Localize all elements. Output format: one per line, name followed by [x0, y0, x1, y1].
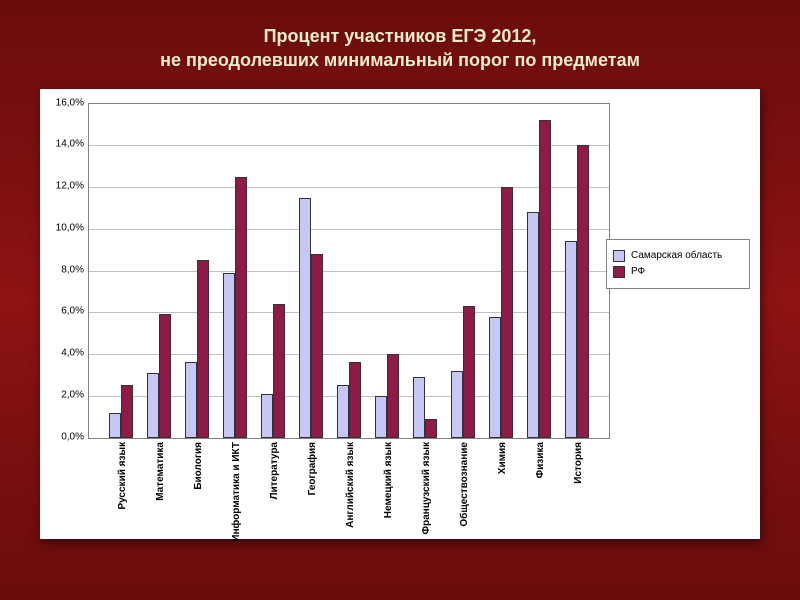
bar: [147, 373, 159, 438]
bar: [109, 413, 121, 438]
bar: [489, 317, 501, 438]
x-tick-label: Литература: [269, 438, 280, 500]
y-tick-label: 8,0%: [40, 264, 84, 275]
title-line2: не преодолевших минимальный порог по пре…: [160, 50, 640, 70]
legend: Самарская область РФ: [606, 239, 750, 289]
legend-label-1: РФ: [631, 266, 645, 277]
x-tick-label: Английский язык: [345, 438, 356, 528]
bar: [527, 212, 539, 437]
slide-root: Процент участников ЕГЭ 2012, не преодоле…: [0, 0, 800, 600]
bar: [375, 396, 387, 438]
bar: [299, 198, 311, 438]
x-tick-label: Математика: [155, 438, 166, 501]
bar: [577, 145, 589, 437]
x-tick-label: История: [573, 438, 584, 484]
y-tick-label: 16,0%: [40, 97, 84, 108]
bar: [539, 120, 551, 437]
title-line1: Процент участников ЕГЭ 2012,: [264, 26, 537, 46]
legend-label-0: Самарская область: [631, 250, 722, 261]
x-tick-label: Русский язык: [117, 438, 128, 510]
bar: [197, 260, 209, 437]
x-tick-label: Биология: [193, 438, 204, 490]
bar: [261, 394, 273, 438]
y-tick-label: 4,0%: [40, 348, 84, 359]
legend-swatch-0: [613, 250, 625, 262]
x-tick-label: Французский язык: [421, 438, 432, 535]
chart-frame: 0,0% 2,0% 4,0% 6,0% 8,0% 10,0% 12,0% 14,0% 16,0%…: [40, 89, 760, 539]
bar: [387, 354, 399, 438]
x-tick-label: Химия: [497, 438, 508, 474]
x-tick-label: Немецкий язык: [383, 438, 394, 518]
y-tick-label: 12,0%: [40, 181, 84, 192]
bar: [337, 385, 349, 437]
slide-title: Процент участников ЕГЭ 2012, не преодоле…: [32, 24, 768, 73]
x-tick-label: Обществознание: [459, 438, 470, 527]
x-tick-label: Физика: [535, 438, 546, 478]
y-tick-label: 0,0%: [40, 431, 84, 442]
bar: [159, 314, 171, 437]
bar-container: Русский языкМатематикаБиологияИнформатик…: [89, 104, 609, 438]
x-tick-label: География: [307, 438, 318, 495]
y-tick-label: 14,0%: [40, 139, 84, 150]
legend-row: Самарская область: [613, 250, 743, 262]
bar: [425, 419, 437, 438]
plot-area: Русский языкМатематикаБиологияИнформатик…: [88, 103, 610, 439]
bar: [311, 254, 323, 438]
bar: [121, 385, 133, 437]
bar: [463, 306, 475, 438]
bar: [349, 362, 361, 437]
x-tick-label: Информатика и ИКТ: [231, 438, 242, 542]
bar: [501, 187, 513, 438]
bar: [185, 362, 197, 437]
legend-row: РФ: [613, 266, 743, 278]
bar: [451, 371, 463, 438]
bar: [413, 377, 425, 438]
y-tick-label: 10,0%: [40, 222, 84, 233]
y-tick-label: 6,0%: [40, 306, 84, 317]
y-tick-label: 2,0%: [40, 389, 84, 400]
bar: [273, 304, 285, 438]
bar: [565, 241, 577, 437]
legend-swatch-1: [613, 266, 625, 278]
bar: [223, 273, 235, 438]
bar: [235, 177, 247, 438]
